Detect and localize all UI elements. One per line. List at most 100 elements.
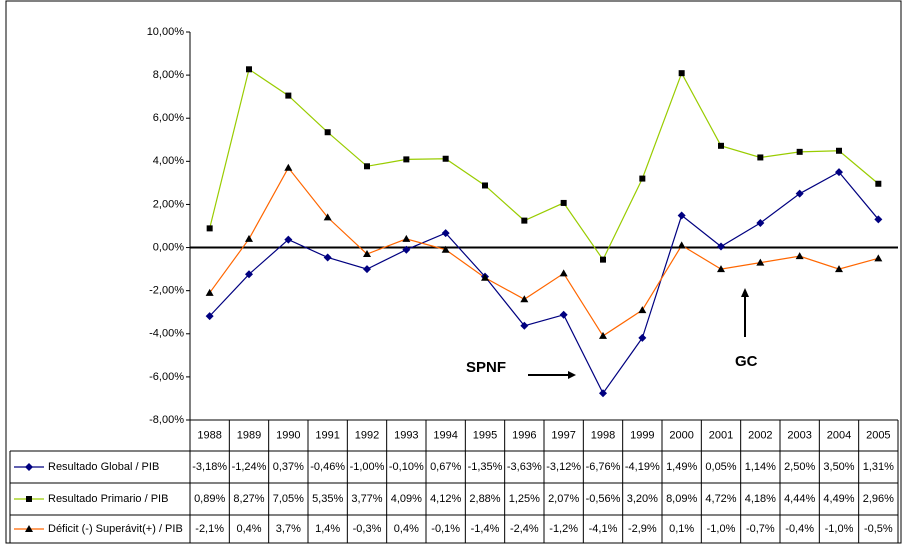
table-cell: 2,96%	[863, 493, 894, 505]
table-cell: -1,0%	[707, 523, 736, 535]
table-cell: -1,4%	[471, 523, 500, 535]
point	[875, 180, 882, 187]
table-cell: 0,37%	[273, 461, 304, 473]
x-tick-label: 1991	[315, 429, 339, 441]
point	[835, 265, 843, 273]
x-tick-label: 1992	[355, 429, 379, 441]
x-tick-label: 1989	[237, 429, 261, 441]
legend-key-marker	[25, 525, 33, 532]
table-cell: 0,67%	[430, 461, 461, 473]
point	[559, 310, 568, 319]
series-line	[209, 171, 879, 395]
x-tick-label: 2000	[669, 429, 693, 441]
point	[638, 333, 647, 342]
x-tick-label: 1995	[473, 429, 497, 441]
table-cell: -2,4%	[510, 523, 539, 535]
table-cell: -1,24%	[232, 461, 267, 473]
table-cell: -3,12%	[546, 461, 581, 473]
table-cell: 0,4%	[394, 523, 419, 535]
table-cell: -0,10%	[389, 461, 424, 473]
table-cell: 3,50%	[823, 461, 854, 473]
table-cell: -0,46%	[310, 461, 345, 473]
table-cell: 4,72%	[705, 493, 736, 505]
point	[678, 70, 685, 77]
table-cell: -0,7%	[746, 523, 775, 535]
point	[205, 312, 214, 321]
table-cell: 1,25%	[509, 493, 540, 505]
table-cell: 2,07%	[548, 493, 579, 505]
point	[521, 217, 528, 224]
point	[482, 182, 488, 189]
table-cell: 1,31%	[863, 461, 894, 473]
point	[402, 245, 411, 254]
y-tick-label: 2,00%	[153, 198, 184, 210]
table-cell: 0,89%	[194, 493, 225, 505]
point	[874, 215, 883, 224]
point	[363, 250, 371, 258]
arrow-head	[568, 371, 576, 379]
point	[717, 265, 725, 273]
point	[520, 321, 529, 330]
point	[284, 163, 293, 171]
legend-label: Déficit (-) Superávit(+) / PIB	[48, 523, 183, 535]
table-cell: 4,09%	[391, 493, 422, 505]
point	[639, 175, 646, 182]
table-cell: 0,05%	[705, 461, 736, 473]
x-tick-label: 1988	[197, 429, 221, 441]
table-cell: 1,4%	[315, 523, 340, 535]
table-cell: -0,5%	[864, 523, 893, 535]
table-cell: 4,49%	[823, 493, 854, 505]
table-cell: -2,9%	[628, 523, 657, 535]
table-cell: -1,2%	[549, 523, 578, 535]
point	[677, 241, 686, 249]
x-tick-label: 1999	[630, 429, 654, 441]
point	[757, 154, 764, 161]
point	[441, 229, 450, 238]
table-cell: 2,50%	[784, 461, 815, 473]
x-tick-label: 1997	[551, 429, 575, 441]
table-cell: 1,14%	[745, 461, 776, 473]
table-cell: -1,35%	[468, 461, 503, 473]
y-tick-label: 6,00%	[153, 112, 184, 124]
legend-key-marker	[25, 463, 33, 471]
table-cell: 4,18%	[745, 493, 776, 505]
x-tick-label: 2001	[709, 429, 733, 441]
point	[520, 295, 529, 303]
point	[442, 155, 449, 162]
table-cell: -3,18%	[192, 461, 227, 473]
table-cell: 0,4%	[236, 523, 261, 535]
point	[560, 199, 567, 206]
point	[756, 258, 765, 266]
y-tick-label: 0,00%	[153, 241, 184, 253]
table-cell: -1,00%	[350, 461, 385, 473]
x-tick-label: 2003	[787, 429, 811, 441]
point	[559, 269, 568, 277]
arrow-head	[741, 288, 749, 297]
table-cell: 3,20%	[627, 493, 658, 505]
table-cell: -2,1%	[195, 523, 224, 535]
x-tick-label: 2004	[827, 429, 851, 441]
point	[481, 273, 489, 281]
y-tick-label: -6,00%	[149, 371, 184, 383]
y-tick-label: 4,00%	[153, 155, 184, 167]
point	[402, 234, 411, 242]
point	[403, 156, 410, 163]
y-tick-label: 8,00%	[153, 69, 184, 81]
point	[638, 306, 647, 314]
table-cell: 2,88%	[469, 493, 500, 505]
table-cell: -4,1%	[589, 523, 618, 535]
y-tick-label: -8,00%	[149, 414, 184, 426]
point	[364, 163, 370, 170]
point	[206, 225, 213, 232]
table-cell: 8,27%	[233, 493, 264, 505]
point	[245, 234, 253, 242]
y-tick-label: -2,00%	[149, 285, 184, 297]
point	[285, 92, 292, 99]
point	[835, 168, 843, 177]
x-tick-label: 1998	[591, 429, 615, 441]
table-cell: -1,0%	[825, 523, 854, 535]
x-tick-label: 1990	[276, 429, 300, 441]
point	[718, 142, 724, 149]
table-cell: 5,35%	[312, 493, 343, 505]
x-tick-label: 1994	[433, 429, 457, 441]
